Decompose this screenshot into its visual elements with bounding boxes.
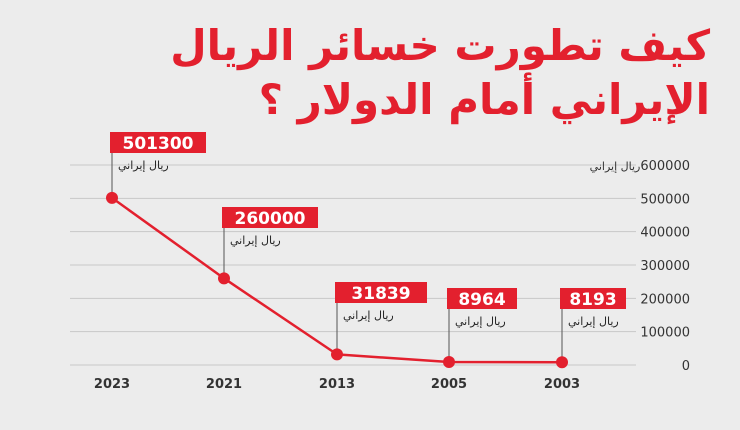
data-label-unit: ريال إيراني	[230, 234, 281, 247]
data-label: 501300	[123, 134, 194, 154]
y-tick-label: 200000	[640, 292, 690, 307]
y-tick-label: 400000	[640, 226, 690, 241]
data-point	[556, 356, 568, 369]
data-label: 260000	[235, 209, 306, 229]
data-point	[331, 348, 343, 361]
data-point	[106, 191, 118, 204]
data-label-box	[447, 288, 517, 309]
x-tick-label: 2013	[319, 377, 355, 392]
x-tick-label: 2003	[544, 377, 580, 392]
data-point	[218, 272, 230, 285]
chart-title-line-2: الإيراني أمام الدولار ؟	[258, 75, 710, 124]
x-tick-label: 2023	[94, 377, 130, 392]
data-label-unit: ريال إيراني	[343, 309, 394, 322]
chart-title-line-1: كيف تطورت خسائر الريال	[170, 21, 710, 70]
data-point	[443, 356, 455, 369]
data-label-unit: ريال إيراني	[455, 315, 506, 328]
data-label-unit: ريال إيراني	[568, 315, 619, 328]
y-tick-label: 300000	[640, 259, 690, 274]
y-axis-unit-label: ريال إيراني	[590, 160, 641, 173]
data-label-box	[222, 207, 318, 228]
data-label: 8193	[569, 290, 616, 310]
y-tick-label: 0	[682, 359, 690, 374]
x-tick-label: 2005	[431, 377, 467, 392]
y-tick-label: 100000	[640, 326, 690, 341]
data-label-box	[560, 288, 626, 309]
data-label-box	[110, 132, 206, 153]
data-label: 8964	[458, 290, 505, 310]
y-tick-label: 600000	[640, 159, 690, 174]
y-tick-label: 500000	[640, 192, 690, 207]
data-label-box	[335, 282, 427, 303]
data-label: 31839	[351, 284, 410, 304]
data-label-unit: ريال إيراني	[118, 159, 169, 172]
x-tick-label: 2021	[206, 377, 242, 392]
